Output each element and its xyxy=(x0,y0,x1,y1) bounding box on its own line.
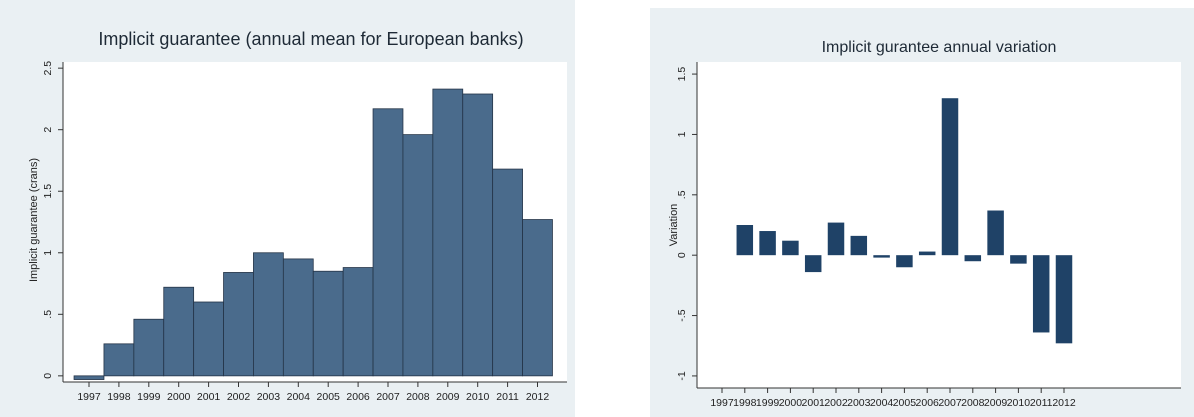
bar xyxy=(73,375,105,380)
bar xyxy=(964,255,982,262)
x-tick-label: 2008 xyxy=(961,397,985,409)
x-tick-label: 2003 xyxy=(257,391,281,403)
x-tick-label: 2011 xyxy=(1030,397,1053,409)
bar xyxy=(522,219,553,377)
x-tick-label: 2004 xyxy=(870,397,894,409)
bar xyxy=(1032,255,1050,333)
x-tick-label: 2009 xyxy=(984,397,1008,409)
chart-left-panel: Implicit guarantee (annual mean for Euro… xyxy=(0,0,575,417)
y-tick-label: 0 xyxy=(676,252,688,258)
plot-group: 0 .5 1 1.5 2 2.5 1997 1998 1999 2000 2001 2002 2003 2… xyxy=(42,61,567,403)
bar xyxy=(133,318,165,377)
bar xyxy=(282,258,314,377)
x-tick-label: 2002 xyxy=(227,391,251,403)
chart-title: Implicit gurantee annual variation xyxy=(822,39,1057,56)
y-tick-label: 2.5 xyxy=(42,61,54,76)
chart-title: Implicit guarantee (annual mean for Euro… xyxy=(98,29,523,49)
bar xyxy=(918,251,936,256)
plot-group: -1 -.5 0 .5 1 1.5 1997 1998 1999 2000 2001 2002 2003… xyxy=(676,62,1181,409)
bar xyxy=(342,267,374,377)
x-tick-label: 2004 xyxy=(287,391,311,403)
bar xyxy=(873,255,890,258)
bar xyxy=(736,225,754,256)
x-tick-label: 1998 xyxy=(107,391,131,403)
x-tick-label: 2005 xyxy=(893,397,917,409)
bar xyxy=(432,88,464,377)
x-tick-label: 2002 xyxy=(824,397,848,409)
x-tick-label: 2012 xyxy=(526,391,550,403)
bar xyxy=(1055,255,1073,344)
y-tick-label: 1.5 xyxy=(676,67,688,82)
x-tick-label: 1997 xyxy=(710,397,734,409)
bar xyxy=(492,168,523,377)
x-tick-label: 2012 xyxy=(1052,397,1076,409)
bar xyxy=(163,286,195,377)
x-tick-label: 2010 xyxy=(466,391,490,403)
bar xyxy=(896,255,913,268)
x-tick-label: 2007 xyxy=(376,391,400,403)
bar xyxy=(987,210,1004,256)
x-tick-label: 1999 xyxy=(756,397,780,409)
y-tick-label: -1 xyxy=(676,371,688,380)
bar xyxy=(462,93,494,377)
y-tick-label: .5 xyxy=(42,310,54,319)
y-axis-label: Implicit guarantee (crans) xyxy=(28,158,40,282)
x-tick-label: 2007 xyxy=(938,397,962,409)
y-tick-label: 1.5 xyxy=(42,184,54,199)
x-tick-label: 2000 xyxy=(167,391,191,403)
bar xyxy=(804,255,822,273)
bar xyxy=(402,134,434,377)
bar xyxy=(312,270,344,377)
y-tick-label: 0 xyxy=(42,373,54,379)
bar xyxy=(253,252,284,377)
bar xyxy=(223,272,254,377)
bar xyxy=(850,235,868,256)
implicit-guarantee-chart: Implicit guarantee (annual mean for Euro… xyxy=(0,0,575,417)
bar xyxy=(782,240,799,256)
x-tick-label: 1997 xyxy=(77,391,101,403)
bar xyxy=(759,231,776,256)
chart-right-panel: Implicit gurantee annual variation Varia… xyxy=(640,0,1194,417)
variation-chart: Implicit gurantee annual variation Varia… xyxy=(650,8,1194,417)
x-tick-label: 2009 xyxy=(436,391,460,403)
y-axis-label: Variation xyxy=(668,204,680,247)
x-tick-label: 1999 xyxy=(137,391,161,403)
x-tick-label: 2001 xyxy=(197,391,221,403)
plot-area xyxy=(697,62,1181,388)
x-tick-label: 2008 xyxy=(406,391,430,403)
x-tick-label: 2000 xyxy=(779,397,803,409)
bar xyxy=(941,98,959,256)
x-tick-label: 2005 xyxy=(317,391,341,403)
y-tick-label: -.5 xyxy=(676,309,688,321)
x-tick-label: 2010 xyxy=(1007,397,1031,409)
x-tick-label: 2006 xyxy=(916,397,940,409)
x-tick-label: 2006 xyxy=(346,391,370,403)
x-tick-label: 2011 xyxy=(496,391,519,403)
x-tick-label: 2003 xyxy=(847,397,871,409)
y-tick-label: 1 xyxy=(676,131,688,137)
bar xyxy=(1010,255,1027,264)
bar xyxy=(103,343,135,377)
y-tick-label: .5 xyxy=(676,190,688,199)
bar xyxy=(827,222,845,256)
x-tick-label: 1998 xyxy=(733,397,757,409)
x-tick-label: 2001 xyxy=(802,397,826,409)
bar xyxy=(372,108,404,377)
y-tick-label: 2 xyxy=(42,127,54,133)
bar xyxy=(193,301,224,377)
y-tick-label: 1 xyxy=(42,250,54,256)
